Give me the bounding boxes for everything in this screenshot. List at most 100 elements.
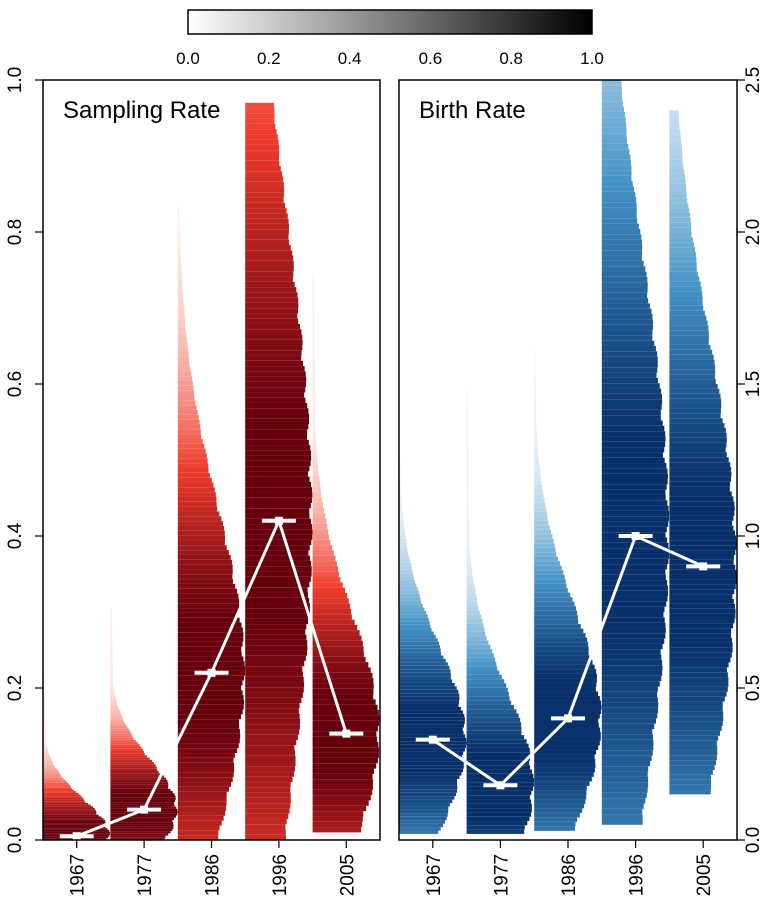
density-band [534,520,549,526]
density-band [466,477,469,482]
density-band [669,173,686,179]
density-band [177,496,217,502]
density-band [177,269,182,275]
density-band [399,538,407,543]
density-band [177,666,246,671]
density-band [534,430,537,436]
density-band [601,303,650,309]
density-band [110,668,113,671]
density-band [534,610,578,616]
density-band [601,80,622,86]
density-band [312,619,355,625]
density-band [399,799,453,804]
density-band [110,793,175,796]
density-band [245,213,288,219]
density-band [399,483,401,488]
density-band [312,523,328,530]
density-band [601,271,647,277]
density-band [466,468,469,473]
density-band [110,719,124,723]
density-band [669,559,734,565]
density-band [43,811,97,814]
density-band [110,641,113,645]
density-band [466,825,525,830]
density-band [399,751,464,756]
density-band [601,346,656,352]
density-band [466,459,469,465]
density-band [669,325,709,331]
density-band [312,662,369,668]
density-band [43,718,46,721]
density-band [399,556,410,560]
density-band [245,287,297,293]
density-band [177,492,216,497]
density-band [534,516,548,521]
density-band [312,358,315,365]
density-band [245,734,298,740]
density-band [601,707,659,714]
density-band [399,696,460,701]
colorbar-tick-label: 0.2 [257,49,281,68]
density-band [399,638,438,642]
density-band [669,774,711,780]
density-band [601,319,653,325]
y-tick-label: 0.8 [5,219,26,245]
density-band [601,101,623,107]
density-band [399,717,465,721]
density-band [601,479,668,485]
density-band [177,709,243,715]
density-band [669,721,723,726]
density-band [399,703,459,707]
density-band [669,462,731,468]
density-band [669,247,696,253]
density-band [312,720,380,726]
density-band [601,436,666,442]
density-band [312,385,315,391]
density-band [312,507,325,514]
density-band [245,766,295,772]
density-band [177,226,180,232]
density-band [177,728,240,734]
density-band [669,403,722,409]
density-band [669,149,683,155]
density-band [312,380,315,386]
density-band [177,791,227,797]
density-band [466,451,469,456]
density-band [177,265,182,270]
density-band [312,454,317,460]
density-band [43,755,51,758]
density-band [177,608,239,613]
density-band [312,710,379,716]
density-band [601,681,660,687]
density-band [245,144,280,151]
density-band [245,366,305,372]
density-band [43,789,74,792]
density-band [601,149,630,155]
density-band [534,399,537,404]
density-column-1986 [177,207,246,840]
density-band [245,450,312,456]
density-band [245,250,293,256]
density-band [601,750,653,756]
density-band [43,691,45,694]
density-band [534,817,578,822]
density-band [43,826,106,829]
density-band [312,752,379,758]
density-band [466,773,534,779]
density-band [43,710,46,713]
density-band [110,637,113,640]
density-band [245,487,313,493]
density-band [669,662,729,668]
density-band [312,545,333,551]
density-band [466,747,530,753]
density-band [399,830,439,834]
density-band [534,367,536,373]
density-band [669,784,712,790]
density-band [312,688,374,695]
density-band [312,667,371,673]
density-band [43,804,91,807]
density-band [43,814,99,817]
density-band [245,666,303,672]
y-tick-label: 2.0 [743,219,764,245]
density-band [312,316,315,322]
